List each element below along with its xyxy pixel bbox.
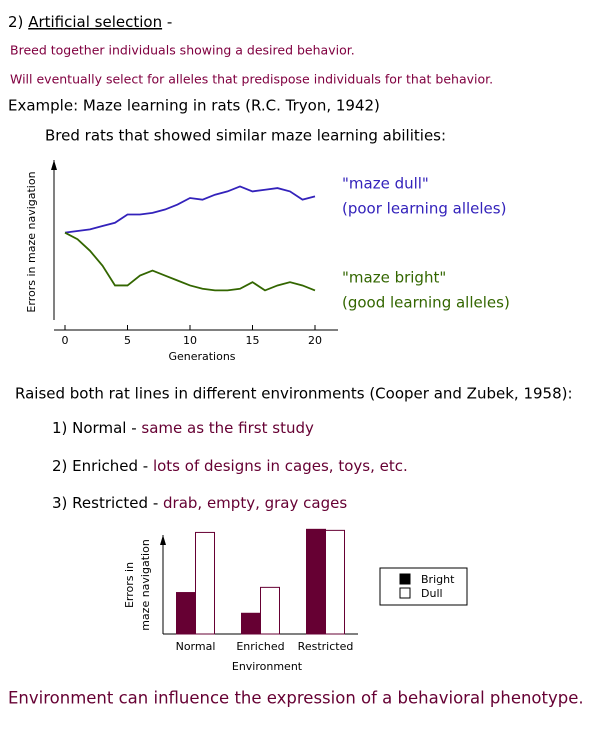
y-axis-label: Errors in [123, 562, 136, 608]
env-name: 3) Restricted - [52, 494, 158, 512]
series-label: "maze dull" [342, 175, 429, 193]
series-label: "maze bright" [342, 269, 446, 287]
subheading: Raised both rat lines in different envir… [15, 385, 573, 403]
x-tick-label: Normal [176, 640, 216, 653]
heading-title: Artificial selection [28, 13, 162, 31]
x-tick-label: 0 [62, 334, 69, 347]
x-tick-label: Restricted [298, 640, 354, 653]
env-item: 2) Enriched - lots of designs in cages, … [52, 457, 408, 475]
example: Example: Maze learning in rats (R.C. Try… [8, 97, 380, 115]
env-desc: drab, empty, gray cages [163, 494, 347, 512]
bar [306, 528, 326, 635]
legend-box [379, 567, 468, 606]
intro-line: Will eventually select for alleles that … [10, 72, 493, 87]
x-tick-label: Enriched [236, 640, 284, 653]
legend-label: Bright [421, 573, 455, 586]
series-line [64, 231, 316, 292]
heading-number: 2) [8, 13, 23, 31]
heading-dash: - [167, 13, 172, 31]
env-desc: lots of designs in cages, toys, etc. [153, 457, 408, 475]
legend-label: Dull [421, 587, 443, 600]
axis-arrow [160, 535, 166, 545]
bar [195, 531, 215, 635]
conclusion: Environment can influence the expression… [8, 689, 584, 708]
legend-swatch [399, 573, 411, 585]
bar [176, 592, 196, 635]
series-note: (poor learning alleles) [342, 200, 506, 218]
subheading: Bred rats that showed similar maze learn… [45, 127, 446, 145]
x-tick-label: 5 [124, 334, 131, 347]
legend-swatch [399, 587, 411, 599]
bar [241, 612, 261, 635]
env-name: 2) Enriched - [52, 457, 148, 475]
env-item: 1) Normal - same as the first study [52, 419, 314, 437]
heading: 2) Artificial selection - [8, 13, 172, 31]
x-tick-label: 20 [308, 334, 322, 347]
env-item: 3) Restricted - drab, empty, gray cages [52, 494, 347, 512]
bar [260, 586, 280, 635]
x-axis-label: Generations [168, 350, 235, 363]
env-name: 1) Normal - [52, 419, 137, 437]
x-tick-label: 15 [246, 334, 260, 347]
y-axis-label: Errors in maze navigation [25, 171, 38, 312]
bar [325, 529, 345, 635]
series-note: (good learning alleles) [342, 294, 510, 312]
y-axis-label: maze navigation [139, 539, 152, 631]
intro-line: Breed together individuals showing a des… [10, 43, 355, 58]
series-line [64, 185, 316, 234]
x-tick-label: 10 [183, 334, 197, 347]
axis-arrow [51, 160, 57, 170]
x-axis-label: Environment [232, 660, 303, 673]
env-desc: same as the first study [141, 419, 314, 437]
